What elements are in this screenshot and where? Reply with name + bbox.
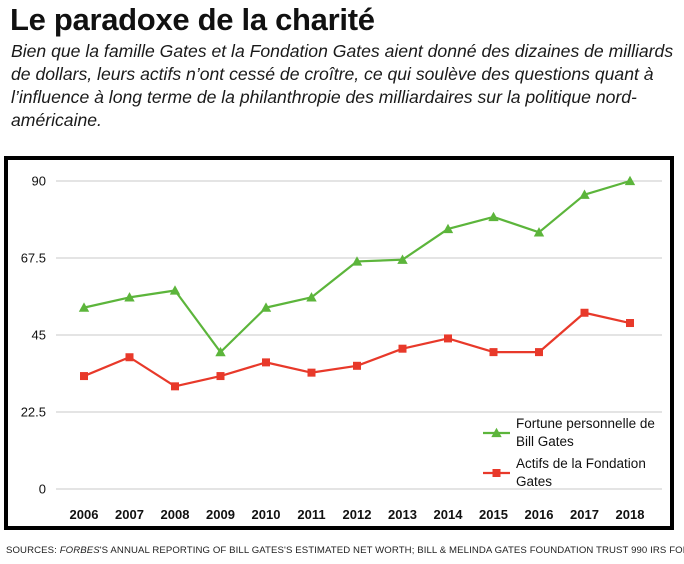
data-point [351,256,363,266]
source-note: SOURCES: FORBES'S ANNUAL REPORTING OF BI… [6,545,684,556]
source-publication: FORBES [59,545,100,556]
data-point [169,285,181,295]
legend-label: Fortune personnelle de [516,416,655,431]
data-point [353,361,361,370]
series-layer [78,175,636,391]
data-point [215,346,226,357]
legend-marker [491,427,502,438]
source-prefix: SOURCES: [6,545,60,556]
x-axis-ticks: 2006 2007 2008 2009 2010 2011 2012 2013 2014 2015… [70,507,645,522]
x-tick-label: 2013 [388,507,417,522]
data-point [624,175,636,186]
chart-title: Le paradoxe de la charité [10,2,375,37]
x-tick-label: 2006 [70,507,99,522]
y-axis-ticks: 0 22.5 45 67.5 90 [21,174,46,497]
x-tick-label: 2011 [297,507,325,522]
data-point [489,348,498,357]
x-tick-label: 2009 [206,507,235,522]
x-tick-label: 2010 [252,507,281,522]
source-rest: 'S ANNUAL REPORTING OF BILL GATES'S ESTI… [99,545,684,556]
data-point [444,334,452,343]
data-point [533,227,545,237]
x-tick-label: 2008 [161,507,190,522]
data-point [125,353,134,362]
legend: Fortune personnelle de Bill Gates Actifs d… [483,416,655,489]
data-point [397,254,408,264]
data-point [262,358,270,367]
y-tick-label: 0 [39,482,46,497]
data-point [580,308,589,317]
data-point [216,372,225,381]
series-line [83,179,631,354]
x-tick-label: 2017 [570,507,599,522]
series-line [83,311,631,388]
legend-label: Gates [516,474,552,489]
legend-entry-2: Actifs de la Fondation Gates [483,456,646,489]
series-1 [78,175,636,357]
chart-frame: 0 22.5 45 67.5 90 2006 2007 2008 2009 2010 2011 20… [4,156,674,530]
data-point [124,292,135,302]
x-tick-label: 2015 [479,507,508,522]
data-point [307,368,316,377]
chart-subtitle: Bien que la famille Gates et la Fondatio… [11,41,674,130]
series-2 [80,308,634,391]
legend-label: Bill Gates [516,434,574,449]
x-tick-label: 2018 [616,507,645,522]
y-tick-label: 90 [32,174,46,189]
y-tick-label: 22.5 [21,405,46,420]
y-tick-label: 45 [32,328,46,343]
data-point [579,189,590,199]
legend-label: Actifs de la Fondation [516,456,646,471]
x-tick-label: 2007 [115,507,144,522]
data-point [626,319,634,328]
data-point [488,211,499,222]
data-point [260,302,272,312]
data-point [535,348,543,357]
data-point [80,372,88,381]
data-point [171,382,179,391]
x-tick-label: 2016 [525,507,554,522]
y-tick-label: 67.5 [21,251,46,266]
data-point [78,302,90,312]
legend-marker [492,469,501,477]
data-point [442,223,454,234]
x-tick-label: 2014 [434,507,464,522]
data-point [306,292,317,302]
x-tick-label: 2012 [343,507,372,522]
legend-entry-1: Fortune personnelle de Bill Gates [483,416,655,449]
data-point [398,344,407,353]
gridlines [56,180,662,490]
